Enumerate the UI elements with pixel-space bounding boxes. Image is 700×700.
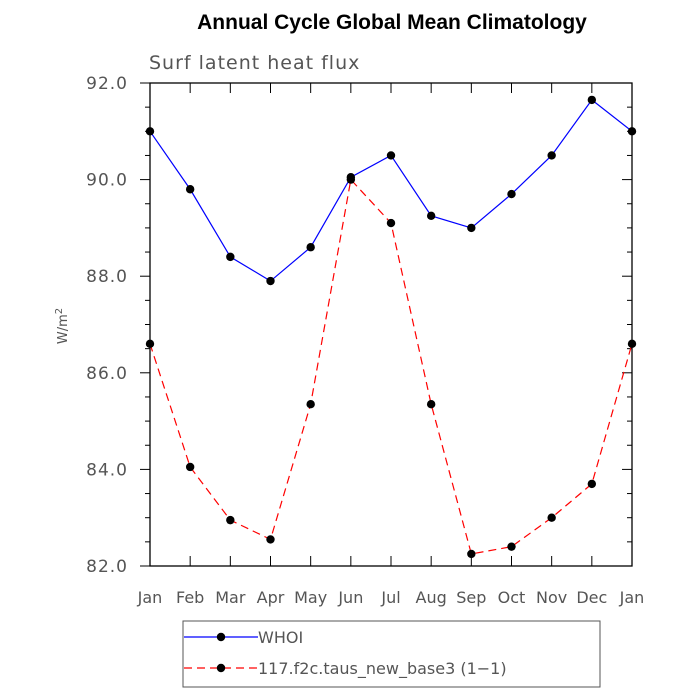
y-axis-label-main: W/m <box>56 314 71 344</box>
x-tick-label: Apr <box>257 588 285 607</box>
data-point <box>266 535 275 544</box>
legend-item: 117.f2c.taus_new_base3 (1−1) <box>184 659 507 679</box>
y-tick-labels: 82.0 84.0 86.0 88.0 90.0 92.0 <box>86 74 128 577</box>
data-point <box>226 515 235 525</box>
legend-label: 117.f2c.taus_new_base3 (1−1) <box>258 659 507 679</box>
data-point <box>306 399 315 409</box>
data-point <box>547 513 556 522</box>
data-point <box>386 218 396 228</box>
data-point <box>386 151 396 160</box>
x-tick-labels: Jan Feb Mar Apr May Jun Jul Aug Sep Oct Nov Dec Jan <box>137 588 645 607</box>
x-tick-label: Jan <box>619 588 645 607</box>
plot-frame <box>149 82 633 567</box>
legend: WHOI 117.f2c.taus_new_base3 (1−1) <box>182 620 601 688</box>
series-line <box>149 178 633 555</box>
x-tick-label: Sep <box>456 588 486 607</box>
data-point <box>426 211 436 221</box>
data-point <box>587 95 597 105</box>
legend-swatch-marker <box>216 632 226 642</box>
x-tick-label: Jun <box>337 588 363 607</box>
data-point <box>467 223 476 233</box>
y-tick-label: 86.0 <box>86 364 128 384</box>
y-tick-label: 90.0 <box>86 171 128 191</box>
data-point <box>507 189 516 199</box>
x-tick-label: Mar <box>215 588 246 607</box>
data-point <box>306 243 315 252</box>
x-tick-label: Oct <box>498 588 526 607</box>
x-tick-label: Nov <box>536 588 567 607</box>
data-point <box>587 479 597 489</box>
data-point <box>266 276 275 286</box>
x-tick-label: May <box>294 588 327 607</box>
series-2 <box>145 175 637 559</box>
chart-subtitle: Surf latent heat flux <box>149 52 360 74</box>
y-axis-label-superscript: 2 <box>54 308 65 314</box>
data-point <box>467 549 476 559</box>
data-point <box>185 462 195 472</box>
data-point <box>507 542 516 551</box>
series-layer <box>145 95 637 559</box>
legend-swatch-marker <box>216 663 226 673</box>
chart-title: Annual Cycle Global Mean Climatology <box>197 11 587 34</box>
y-tick-label: 92.0 <box>86 74 128 94</box>
data-point <box>346 175 356 184</box>
data-point <box>145 127 155 136</box>
data-point <box>627 127 637 136</box>
legend-item: WHOI <box>184 628 303 647</box>
series-line <box>149 99 633 282</box>
data-point <box>426 399 436 409</box>
data-point <box>547 151 556 160</box>
axis-ticks <box>140 82 633 567</box>
data-point <box>627 339 637 349</box>
x-tick-label: Dec <box>576 588 607 607</box>
x-tick-label: Jan <box>137 588 163 607</box>
y-tick-label: 84.0 <box>86 460 128 480</box>
legend-box <box>182 620 601 688</box>
y-tick-label: 82.0 <box>86 557 128 577</box>
y-axis-label: W/m2 <box>54 308 71 344</box>
legend-items: WHOI 117.f2c.taus_new_base3 (1−1) <box>184 628 507 679</box>
data-point <box>145 339 155 349</box>
data-point <box>226 252 235 262</box>
x-tick-label: Jul <box>380 588 400 607</box>
y-tick-label: 88.0 <box>86 267 128 287</box>
x-tick-label: Feb <box>176 588 204 607</box>
series-1 <box>145 95 637 286</box>
legend-label: WHOI <box>258 628 303 647</box>
x-tick-label: Aug <box>416 588 447 607</box>
data-point <box>185 185 195 194</box>
